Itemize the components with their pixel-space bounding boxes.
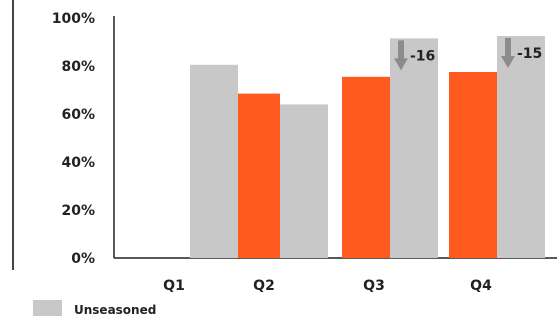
y-tick-label: 80% xyxy=(61,59,95,75)
legend: Unseasoned xyxy=(33,300,156,317)
bar-orange-q2 xyxy=(232,93,280,258)
annotation-label: -15 xyxy=(517,46,542,62)
y-tick-label: 40% xyxy=(61,155,95,171)
bars xyxy=(190,36,545,259)
annotations: -16 -15 xyxy=(394,38,542,71)
y-tick-label: 0% xyxy=(71,251,95,267)
y-tick-label: 20% xyxy=(61,203,95,219)
y-tick-label: 60% xyxy=(61,107,95,123)
x-tick-label: Q2 xyxy=(253,278,275,294)
y-tick-label: 100% xyxy=(52,11,95,27)
bar-unseasoned-q1 xyxy=(190,64,238,258)
bar-unseasoned-q3 xyxy=(390,38,438,259)
x-tick-label: Q3 xyxy=(363,278,385,294)
legend-label: Unseasoned xyxy=(74,303,156,317)
bar-unseasoned-q2 xyxy=(280,104,328,259)
x-tick-label: Q4 xyxy=(470,278,492,294)
legend-swatch xyxy=(33,300,62,316)
category-labels: Q1 Q2 Q3 Q4 xyxy=(163,278,492,294)
down-arrow-icon xyxy=(501,38,515,68)
bar-orange-q3 xyxy=(342,76,390,258)
x-tick-label: Q1 xyxy=(163,278,185,294)
down-arrow-icon xyxy=(394,40,408,71)
bar-orange-q4 xyxy=(449,72,497,258)
bar-unseasoned-q4 xyxy=(497,36,545,258)
y-tick-labels: 0% 20% 40% 60% 80% 100% xyxy=(52,11,95,267)
annotation-label: -16 xyxy=(410,48,435,64)
